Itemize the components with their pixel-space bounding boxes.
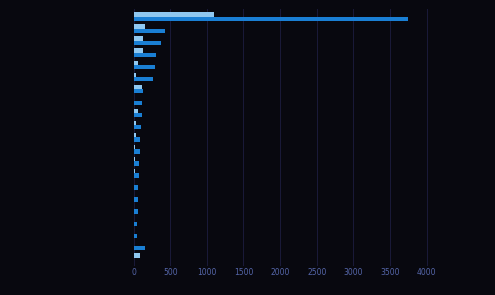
Bar xyxy=(134,12,214,17)
Bar xyxy=(134,121,136,125)
Bar xyxy=(134,65,154,69)
Bar xyxy=(134,222,137,226)
Bar xyxy=(134,113,142,117)
Bar xyxy=(134,181,135,185)
Bar xyxy=(134,209,138,214)
Bar xyxy=(134,137,140,142)
Bar xyxy=(134,149,140,154)
Bar xyxy=(134,169,135,173)
Bar xyxy=(134,53,156,57)
Bar xyxy=(134,60,138,65)
Bar xyxy=(134,29,165,33)
Bar xyxy=(134,17,408,21)
Bar xyxy=(134,73,136,77)
Bar xyxy=(134,109,139,113)
Bar xyxy=(134,133,136,137)
Bar xyxy=(134,24,145,29)
Bar xyxy=(134,125,141,130)
Bar xyxy=(134,37,143,41)
Bar xyxy=(134,48,143,53)
Bar xyxy=(134,197,138,202)
Bar xyxy=(134,101,143,105)
Bar xyxy=(134,89,143,93)
Bar xyxy=(134,41,161,45)
Bar xyxy=(134,234,137,238)
Bar xyxy=(134,145,135,149)
Bar xyxy=(134,161,140,165)
Bar xyxy=(134,253,140,258)
Bar xyxy=(134,157,135,161)
Bar xyxy=(134,173,139,178)
Bar xyxy=(134,77,152,81)
Bar xyxy=(134,85,143,89)
Bar xyxy=(134,246,145,250)
Bar xyxy=(134,185,138,190)
